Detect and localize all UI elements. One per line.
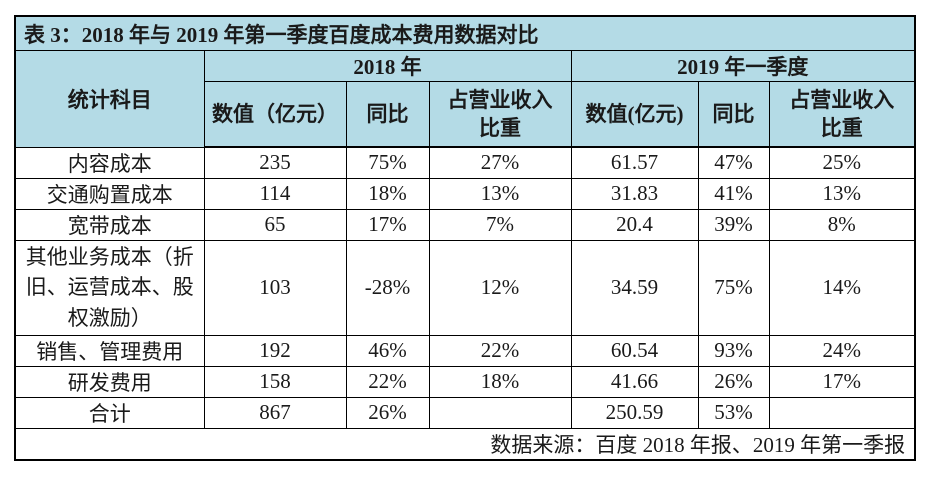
value-cell: 867	[203, 396, 347, 429]
category-cell: 宽带成本	[14, 208, 205, 241]
value-cell: 22%	[428, 334, 572, 367]
value-cell-empty	[428, 396, 572, 429]
value-cell: -28%	[345, 239, 430, 336]
column-header-2018-revenue-share: 占营业收入 比重	[428, 81, 572, 148]
value-cell: 18%	[428, 365, 572, 398]
table-title: 表 3：2018 年与 2019 年第一季度百度成本费用数据对比	[14, 15, 916, 51]
value-cell: 235	[203, 146, 347, 179]
value-cell: 41.66	[570, 365, 699, 398]
table-row-bandwidth-cost: 宽带成本 65 17% 7% 20.4 39% 8%	[14, 208, 916, 241]
source-note: 数据来源：百度 2018 年报、2019 年第一季报	[14, 427, 916, 460]
value-cell: 250.59	[570, 396, 699, 429]
value-cell: 24%	[768, 334, 916, 367]
table-row-other-business-cost: 其他业务成本（折旧、运营成本、股权激励） 103 -28% 12% 34.59 …	[14, 239, 916, 336]
value-cell: 47%	[697, 146, 770, 179]
value-cell: 13%	[428, 177, 572, 210]
table-row-sales-admin-expense: 销售、管理费用 192 46% 22% 60.54 93% 24%	[14, 334, 916, 367]
value-cell: 14%	[768, 239, 916, 336]
column-header-2019-value: 数值(亿元)	[570, 81, 699, 148]
value-cell: 103	[203, 239, 347, 336]
table-row-content-cost: 内容成本 235 75% 27% 61.57 47% 25%	[14, 146, 916, 179]
column-header-2018-yoy: 同比	[345, 81, 430, 148]
value-cell: 39%	[697, 208, 770, 241]
category-cell: 销售、管理费用	[14, 334, 205, 367]
table-row-rnd-expense: 研发费用 158 22% 18% 41.66 26% 17%	[14, 365, 916, 398]
group-header-2019q1: 2019 年一季度	[570, 50, 916, 82]
value-cell: 75%	[697, 239, 770, 336]
value-cell: 65	[203, 208, 347, 241]
category-cell: 研发费用	[14, 365, 205, 398]
value-cell: 7%	[428, 208, 572, 241]
table-row-source: 数据来源：百度 2018 年报、2019 年第一季报	[14, 427, 916, 460]
column-header-2018-value: 数值（亿元）	[203, 81, 347, 148]
value-cell: 26%	[345, 396, 430, 429]
column-header-2019-revenue-share: 占营业收入 比重	[768, 81, 916, 148]
category-cell: 内容成本	[14, 146, 205, 179]
value-cell: 93%	[697, 334, 770, 367]
value-cell: 18%	[345, 177, 430, 210]
table-row-total: 合计 867 26% 250.59 53%	[14, 396, 916, 429]
table-row: 数值（亿元） 同比 占营业收入 比重 数值(亿元) 同比 占营业收入 比重	[15, 81, 916, 148]
cost-comparison-table: 表 3：2018 年与 2019 年第一季度百度成本费用数据对比 统计科目 20…	[14, 15, 917, 461]
value-cell: 31.83	[570, 177, 699, 210]
value-cell: 53%	[697, 396, 770, 429]
category-cell: 合计	[14, 396, 205, 429]
value-cell: 17%	[345, 208, 430, 241]
table-row: 统计科目 2018 年 2019 年一季度	[14, 50, 916, 148]
category-cell: 其他业务成本（折旧、运营成本、股权激励）	[14, 239, 205, 336]
column-header-2019-yoy: 同比	[697, 81, 770, 148]
value-cell: 60.54	[570, 334, 699, 367]
value-cell: 158	[203, 365, 347, 398]
value-cell: 192	[203, 334, 347, 367]
value-cell: 17%	[768, 365, 916, 398]
table-row-traffic-acquisition-cost: 交通购置成本 114 18% 13% 31.83 41% 13%	[14, 177, 916, 210]
value-cell-highlighted: 25%	[768, 146, 916, 179]
value-cell-empty	[768, 396, 916, 429]
category-cell: 交通购置成本	[14, 177, 205, 210]
value-cell: 34.59	[570, 239, 699, 336]
value-cell: 12%	[428, 239, 572, 336]
value-cell: 46%	[345, 334, 430, 367]
value-cell: 13%	[768, 177, 916, 210]
value-cell: 75%	[345, 146, 430, 179]
value-cell: 114	[203, 177, 347, 210]
value-cell: 61.57	[570, 146, 699, 179]
value-cell: 20.4	[570, 208, 699, 241]
column-header-category: 统计科目	[14, 50, 205, 148]
value-cell-highlighted: 27%	[428, 146, 572, 179]
value-cell: 26%	[697, 365, 770, 398]
value-cell: 22%	[345, 365, 430, 398]
table-row: 表 3：2018 年与 2019 年第一季度百度成本费用数据对比	[14, 15, 916, 51]
value-cell: 41%	[697, 177, 770, 210]
value-cell: 8%	[768, 208, 916, 241]
group-header-2018: 2018 年	[203, 50, 572, 82]
